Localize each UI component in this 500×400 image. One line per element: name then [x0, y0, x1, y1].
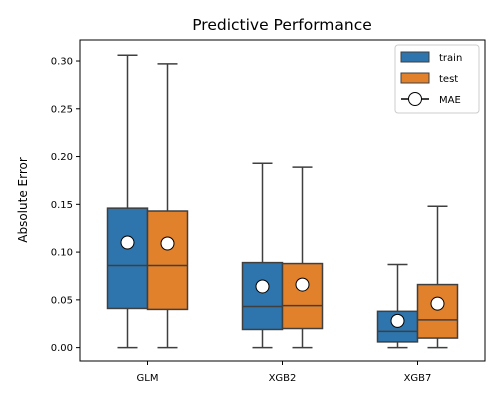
box-test-xgb7 [416, 283, 459, 339]
mae-marker-train-xgb2 [255, 279, 270, 294]
mae-marker-train-xgb7 [390, 313, 405, 328]
x-tick-label: XGB2 [269, 373, 297, 384]
box-train-glm [106, 207, 149, 310]
legend-swatch-train [400, 51, 430, 63]
box-train-xgb2 [241, 261, 284, 331]
plot-area: 0.00 0.05 0.10 0.15 0.20 0.25 0.30 GLM XGB2 XGB7 [51, 54, 459, 384]
y-tick-label: 0.05 [51, 295, 73, 306]
y-tick-label: 0.25 [51, 104, 73, 115]
y-tick-label: 0.30 [51, 57, 73, 68]
y-tick-label: 0.20 [51, 152, 73, 163]
legend-swatch-test [400, 72, 430, 84]
box-test-xgb2 [281, 262, 324, 330]
plot-frame [79, 39, 486, 362]
mae-marker-test-xgb2 [295, 277, 310, 292]
legend-label-test: test [439, 74, 458, 85]
x-tick-label: XGB7 [404, 373, 432, 384]
legend-mae-marker [408, 92, 422, 106]
legend-label-train: train [439, 53, 462, 64]
y-tick-label: 0.00 [51, 343, 73, 354]
legend-label-mae: MAE [439, 95, 461, 106]
mae-marker-test-xgb7 [430, 296, 445, 311]
chart-title: Predictive Performance [192, 16, 372, 34]
x-tick-label: GLM [137, 373, 159, 384]
mae-marker-test-glm [160, 236, 175, 251]
y-tick-label: 0.10 [51, 248, 73, 259]
box-test-glm [146, 210, 189, 311]
legend: train test MAE [394, 44, 480, 114]
mae-marker-train-glm [120, 235, 135, 250]
y-axis-label: Absolute Error [16, 157, 30, 243]
y-tick-label: 0.15 [51, 200, 73, 211]
